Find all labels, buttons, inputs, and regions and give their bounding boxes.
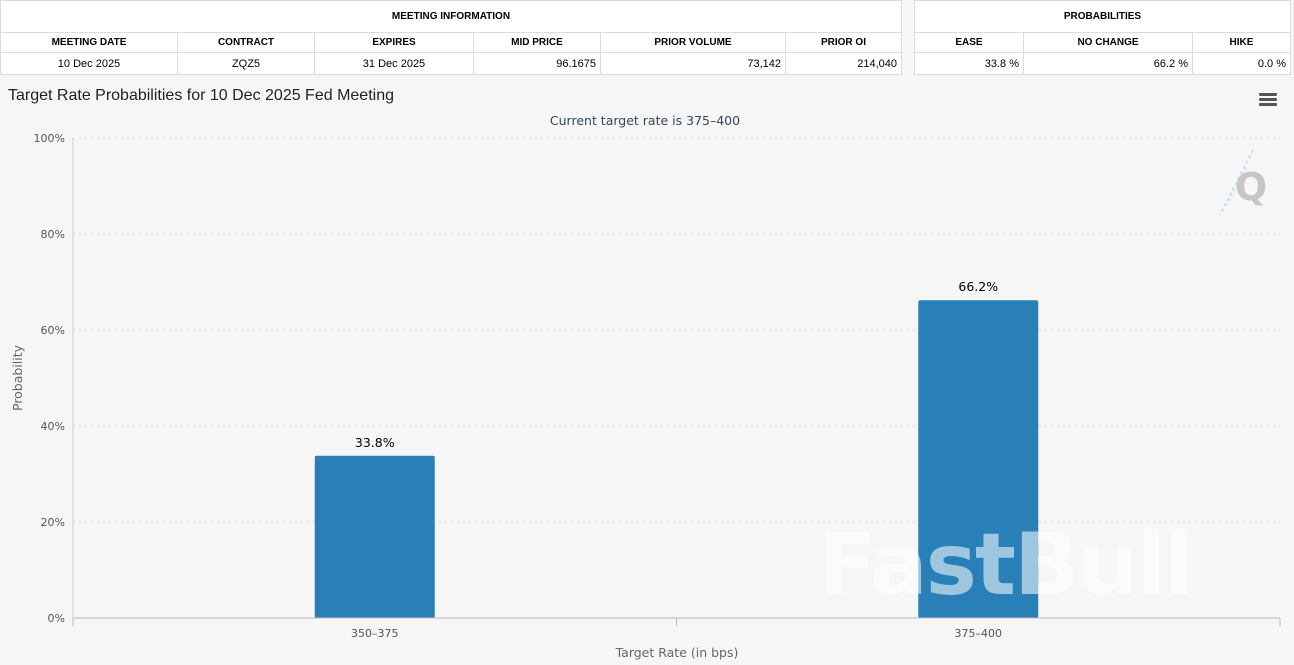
meeting-date-cell: 10 Dec 2025 <box>0 52 178 75</box>
y-tick-label: 40% <box>41 420 65 433</box>
meeting-information-header: MEETING INFORMATION <box>0 0 902 33</box>
bar[interactable] <box>314 455 435 618</box>
y-tick-label: 20% <box>41 516 65 529</box>
y-tick-label: 80% <box>41 228 65 241</box>
x-tick-label: 350–375 <box>351 627 399 640</box>
probabilities-table: PROBABILITIES EASE NO CHANGE HIKE 33.8 %… <box>914 0 1291 75</box>
contract-cell: ZQZ5 <box>177 52 315 75</box>
chart-title: Target Rate Probabilities for 10 Dec 202… <box>8 87 394 104</box>
q-logo-icon: Q <box>1219 149 1267 216</box>
ease-cell: 33.8 % <box>914 52 1024 75</box>
y-tick-label: 100% <box>34 132 65 145</box>
menu-icon[interactable] <box>1259 93 1277 107</box>
bars: 33.8% 66.2% <box>314 279 1039 618</box>
prior-oi-cell: 214,040 <box>785 52 902 75</box>
meeting-information-table: MEETING INFORMATION MEETING DATE CONTRAC… <box>0 0 902 75</box>
expires-cell: 31 Dec 2025 <box>314 52 474 75</box>
mid-price-cell: 96.1675 <box>473 52 601 75</box>
grid-lines <box>73 137 1280 523</box>
table-row: 10 Dec 2025 ZQZ5 31 Dec 2025 96.1675 73,… <box>0 52 902 75</box>
no-change-cell: 66.2 % <box>1023 52 1193 75</box>
y-tick-label: 0% <box>48 612 65 625</box>
table-row: 33.8 % 66.2 % 0.0 % <box>914 52 1291 75</box>
data-label: 33.8% <box>355 435 395 450</box>
y-axis-ticks: 0% 20% 40% 60% 80% 100% <box>34 132 65 625</box>
x-axis-label: Target Rate (in bps) <box>615 645 739 660</box>
x-axis-ticks: 350–375 375–400 <box>72 618 1281 640</box>
bar[interactable] <box>918 300 1039 618</box>
svg-text:Q: Q <box>1235 165 1267 209</box>
chart-subtitle: Current target rate is 375–400 <box>549 113 741 128</box>
y-axis-label: Probability <box>10 344 25 411</box>
data-label: 66.2% <box>958 279 998 294</box>
x-tick-label: 375–400 <box>955 627 1003 640</box>
hike-cell: 0.0 % <box>1192 52 1291 75</box>
y-tick-label: 60% <box>41 324 65 337</box>
